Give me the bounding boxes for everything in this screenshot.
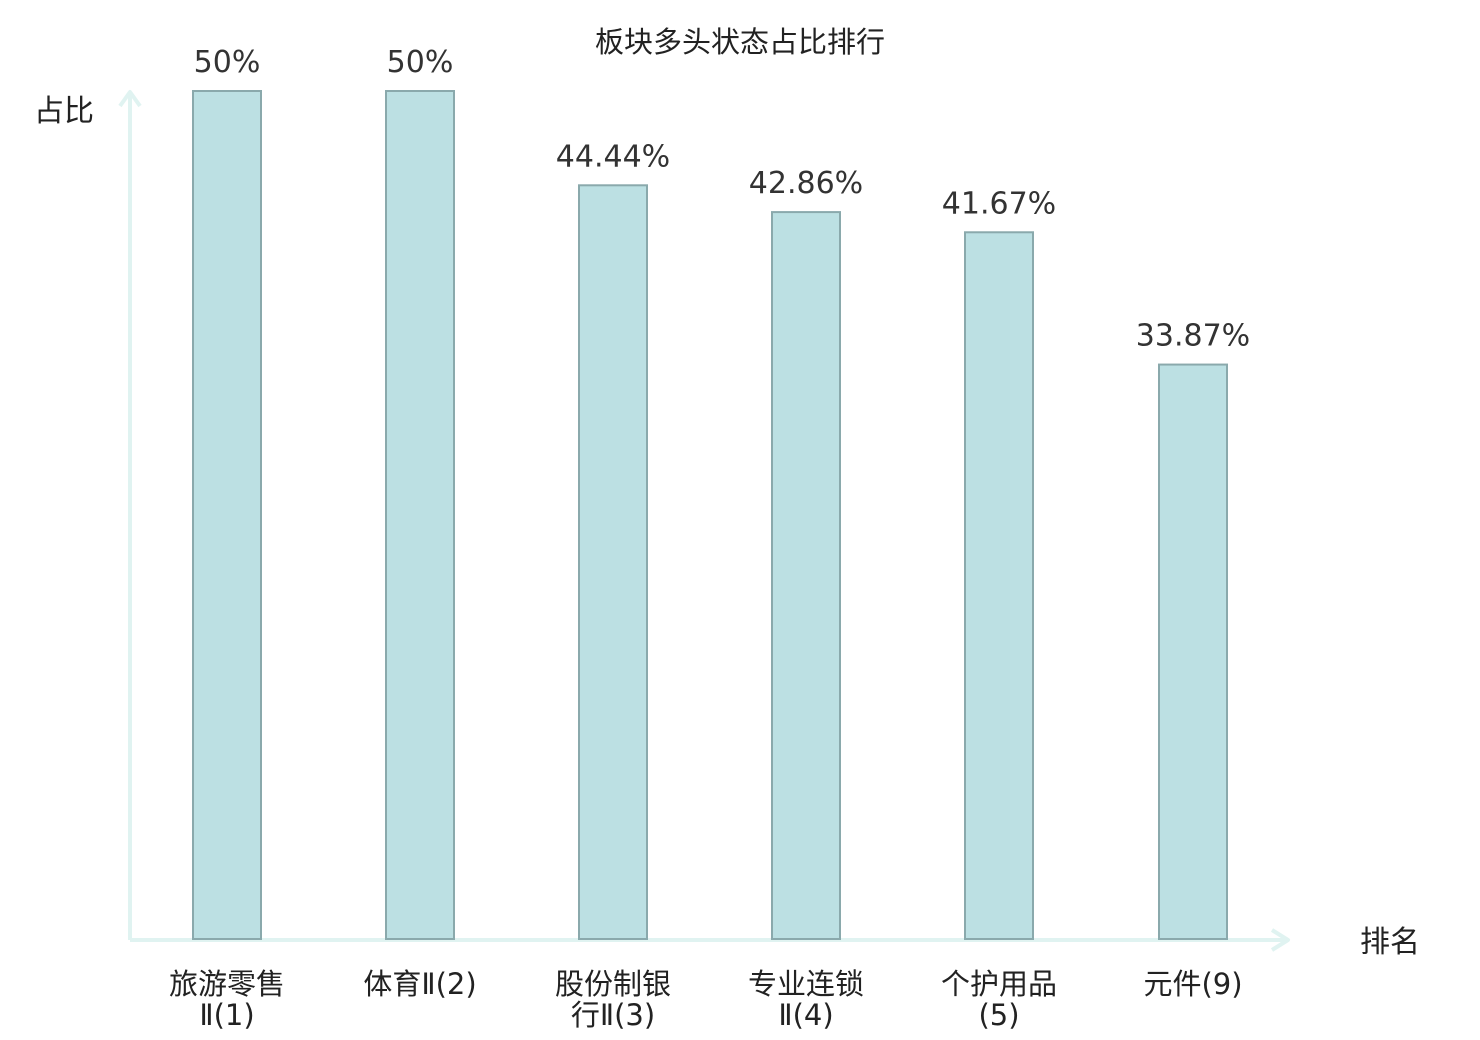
category-label-suffix-4: Ⅱ(4) <box>778 998 833 1032</box>
category-label-2: 体育Ⅱ(2) <box>363 967 476 1001</box>
bar-1 <box>192 90 262 940</box>
category-label-1: 旅游零售 <box>169 967 285 1001</box>
axes <box>118 90 1290 952</box>
bars <box>192 90 1228 940</box>
y-axis-title: 占比 <box>34 94 94 129</box>
value-labels: 50% 50% 44.44% 42.86% 41.67% 33.87% <box>194 45 1251 354</box>
category-label-suffix-1: Ⅱ(1) <box>199 998 254 1032</box>
value-label-6: 33.87% <box>1136 319 1250 354</box>
value-label-1: 50% <box>194 45 261 80</box>
bar-3 <box>578 184 648 940</box>
category-label-4: 专业连锁 <box>748 967 864 1001</box>
bar-6 <box>1158 363 1228 940</box>
category-label-6: 元件(9) <box>1143 967 1242 1001</box>
value-label-3: 44.44% <box>556 139 670 174</box>
category-label-5: 个护用品 <box>941 967 1057 1001</box>
category-label-suffix-5: (5) <box>978 998 1019 1032</box>
value-label-2: 50% <box>387 45 454 80</box>
bar-5 <box>964 231 1034 940</box>
y-axis-arrow <box>118 90 142 108</box>
chart-title: 板块多头状态占比排行 <box>595 25 885 59</box>
bar-4 <box>771 211 841 940</box>
x-axis-title: 排名 <box>1360 925 1420 960</box>
x-axis-arrow <box>1270 928 1290 952</box>
value-label-4: 42.86% <box>749 166 863 201</box>
category-label-3: 股份制银 <box>555 967 671 1001</box>
value-label-5: 41.67% <box>942 186 1056 221</box>
category-label-suffix-3: 行Ⅱ(3) <box>571 998 655 1032</box>
bar-2 <box>385 90 455 940</box>
